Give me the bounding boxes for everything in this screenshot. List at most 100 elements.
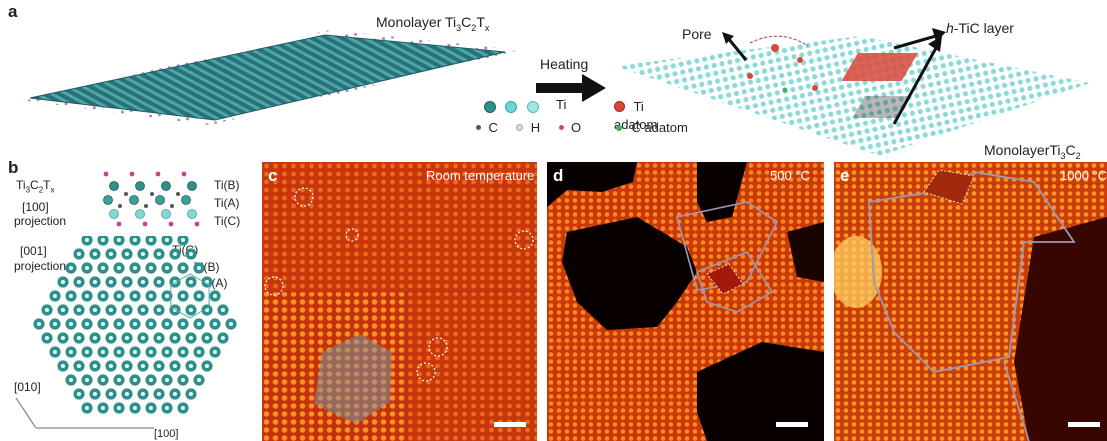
lattice-atom-core	[181, 406, 185, 410]
panel-d-letter: d	[553, 166, 564, 185]
lattice-atom-core	[61, 364, 65, 368]
projection-label-2: projection	[14, 259, 67, 273]
lattice-atom-core	[77, 364, 81, 368]
lattice-atom-core	[165, 266, 169, 270]
lattice-atom-core	[101, 294, 105, 298]
lattice-atom-core	[149, 294, 153, 298]
lattice-atom-core	[77, 336, 81, 340]
lattice-atom-core	[165, 294, 169, 298]
lattice-atom-core	[133, 266, 137, 270]
lattice-atom-core	[125, 392, 129, 396]
lattice-atom-core	[45, 308, 49, 312]
proj001-label: [001]	[20, 244, 47, 258]
panel-d-caption: 500 °C	[770, 168, 810, 183]
lattice-atom-core	[165, 238, 169, 242]
lattice-atom-core	[93, 252, 97, 256]
lattice-atom-core	[125, 308, 129, 312]
pore-arrow	[722, 32, 748, 61]
panel-e-stem-image	[834, 162, 1107, 441]
lattice-atom-core	[53, 322, 57, 326]
lattice-atom-core	[181, 322, 185, 326]
lattice-atom-core	[117, 266, 121, 270]
lattice-atom-core	[101, 406, 105, 410]
lattice-atom-core	[109, 392, 113, 396]
lattice-atom-core	[141, 336, 145, 340]
panel-c-letter: c	[268, 166, 278, 185]
lattice-atom-core	[77, 252, 81, 256]
side-tiB-label: Ti(B)	[214, 178, 240, 192]
lattice-atom-core	[173, 392, 177, 396]
lattice-atom-core	[157, 336, 161, 340]
lattice-atom-core	[157, 364, 161, 368]
panel-c-scale-bar	[494, 422, 526, 427]
lattice-atom-core	[85, 266, 89, 270]
panel-b-formula: Ti3C2Tx	[16, 178, 55, 195]
lattice-atom-core	[213, 294, 217, 298]
lattice-atom-core	[69, 322, 73, 326]
panel-e-letter: e	[840, 166, 850, 185]
lattice-atom-core	[149, 266, 153, 270]
lattice-atom-core	[109, 280, 113, 284]
lattice-atom-core	[141, 252, 145, 256]
lattice-atom-core	[141, 280, 145, 284]
lattice-atom-core	[181, 238, 185, 242]
lattice-atom-core	[157, 280, 161, 284]
lattice-atom-core	[189, 336, 193, 340]
lattice-atom-core	[213, 322, 217, 326]
monolayer-ti3c2-sheet	[615, 35, 1090, 156]
htic-layer-label: h-TiC layer	[946, 20, 1014, 36]
lattice-atom-core	[101, 322, 105, 326]
lattice-atom-core	[181, 378, 185, 382]
lattice-atom-core	[189, 252, 193, 256]
panel-c-stem-image	[262, 162, 537, 441]
lattice-atom-core	[77, 308, 81, 312]
legend-ti: Ti	[556, 97, 567, 112]
lattice-atom-core	[69, 266, 73, 270]
htic-arrows	[892, 28, 946, 125]
lattice-atom-core	[77, 392, 81, 396]
legend: Ti C H O Ti adatom C adatom	[470, 97, 690, 144]
panel-d-scale-bar	[776, 422, 808, 427]
lattice-atom-core	[197, 266, 201, 270]
projection-label-1: projection	[14, 214, 67, 228]
lattice-atom-core	[197, 350, 201, 354]
lattice-atom-core	[93, 364, 97, 368]
lattice-atom-core	[101, 350, 105, 354]
lattice-atom-core	[149, 378, 153, 382]
legend-c-row: C H O	[476, 119, 581, 137]
lattice-atom-core	[205, 364, 209, 368]
legend-h: H	[530, 120, 541, 135]
lattice-atom-core	[149, 350, 153, 354]
left-sheet-title: Monolayer Ti3C2Tx	[376, 14, 490, 33]
lattice-atom-core	[45, 336, 49, 340]
lattice-atom-core	[141, 364, 145, 368]
lattice-atom-core	[61, 336, 65, 340]
lattice-atom-core	[109, 308, 113, 312]
lattice-atom-core	[117, 322, 121, 326]
heating-label: Heating	[540, 56, 589, 72]
lattice-atom-core	[205, 336, 209, 340]
lattice-atom-core	[117, 406, 121, 410]
heating-arrow	[536, 74, 606, 102]
lattice-atom-core	[117, 378, 121, 382]
lattice-atom-core	[85, 350, 89, 354]
side-tiC-label: Ti(C)	[214, 214, 241, 228]
lattice-atom-core	[157, 252, 161, 256]
ti-legend-icons	[484, 98, 539, 116]
side-tiA-label: Ti(A)	[214, 196, 240, 210]
right-sheet-title: MonolayerTi3C2	[984, 142, 1081, 161]
top-view-projection	[33, 236, 237, 414]
lattice-atom-core	[165, 322, 169, 326]
lattice-atom-core	[133, 294, 137, 298]
lattice-atom-core	[189, 392, 193, 396]
proj100-label: [100]	[22, 200, 49, 214]
lattice-atom-core	[149, 406, 153, 410]
lattice-atom-core	[109, 364, 113, 368]
lattice-atom-core	[117, 350, 121, 354]
lattice-atom-core	[101, 378, 105, 382]
lattice-atom-core	[61, 308, 65, 312]
legend-ti-adatom: Ti adatom	[614, 99, 658, 132]
lattice-atom-core	[93, 280, 97, 284]
lattice-atom-core	[181, 350, 185, 354]
lattice-atom-core	[93, 336, 97, 340]
